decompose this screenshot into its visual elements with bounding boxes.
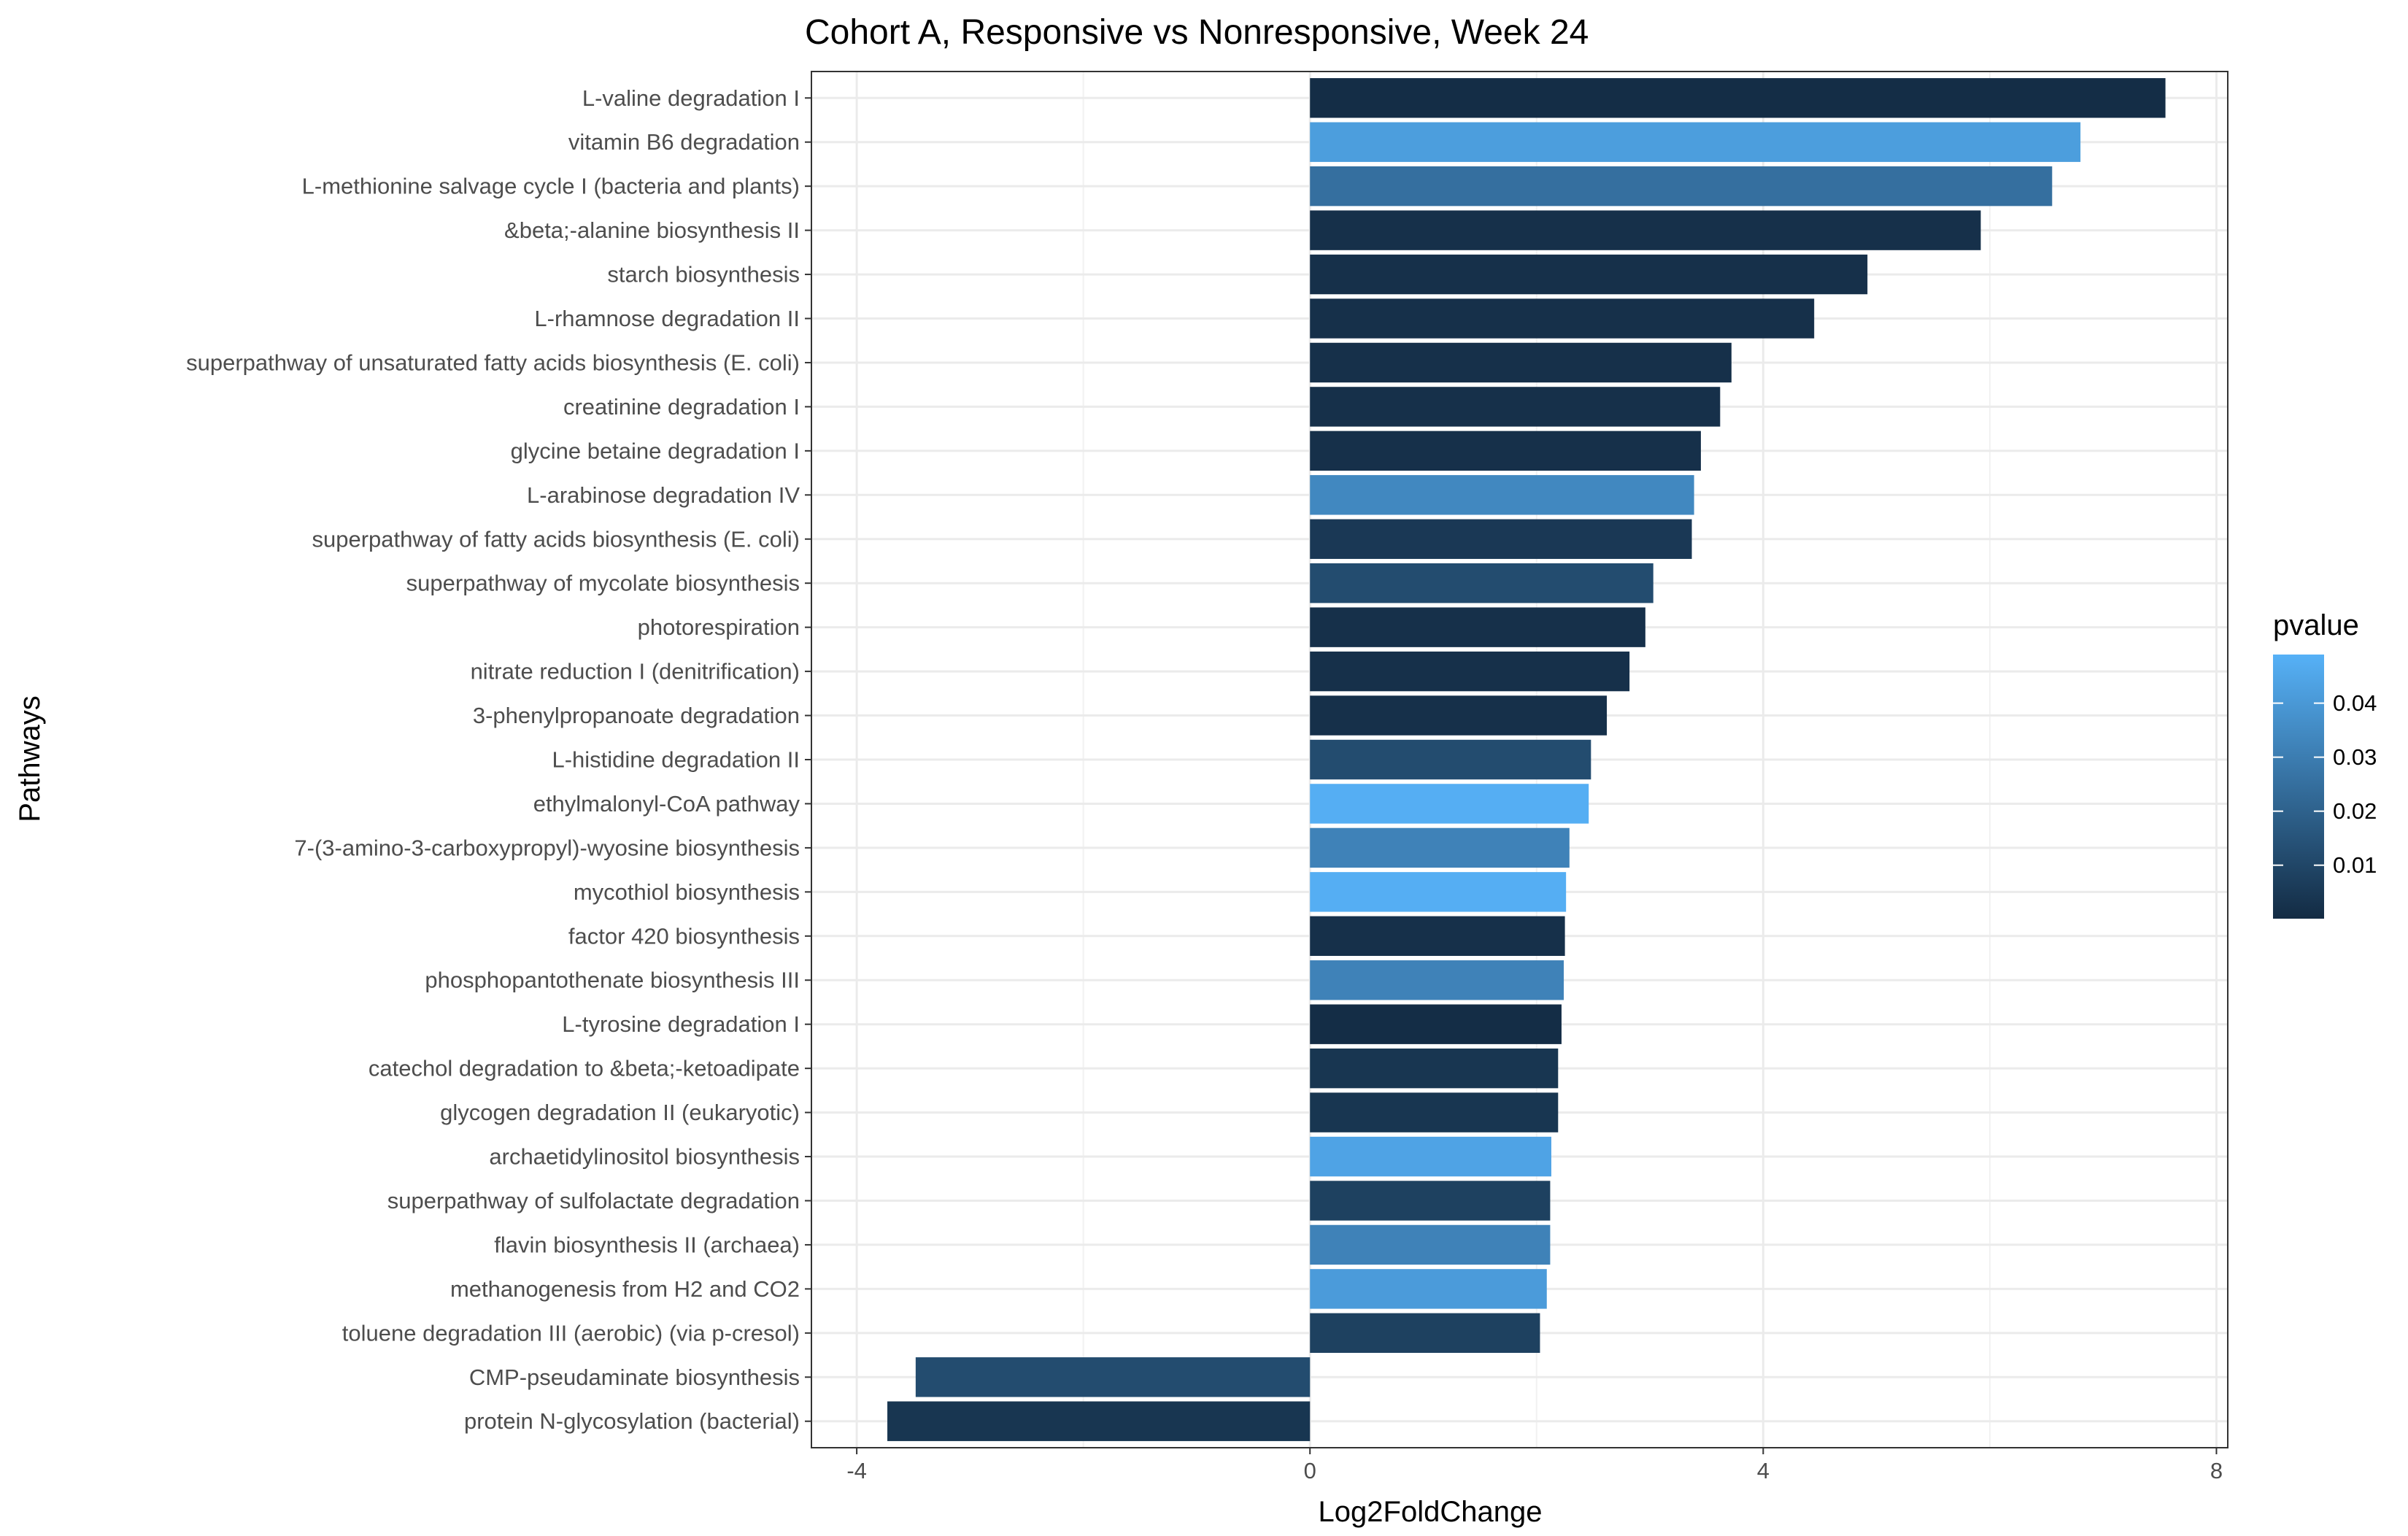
bar [1310, 1048, 1559, 1089]
x-tick-label: 4 [1757, 1458, 1770, 1483]
y-tick-label: flavin biosynthesis II (archaea) [494, 1232, 800, 1257]
legend-tick-label: 0.02 [2333, 798, 2377, 824]
y-axis-title: Pathways [14, 695, 46, 822]
x-axis-ticks: -4 0 4 8 [846, 1448, 2223, 1483]
legend-ticks: 0.01 0.02 0.03 0.04 [2273, 690, 2377, 878]
y-tick-label: catechol degradation to &beta;-ketoadipa… [368, 1056, 800, 1081]
bar [1310, 122, 2081, 162]
x-tick-label: -4 [846, 1458, 867, 1483]
bar [1310, 827, 1570, 868]
y-tick-label: nitrate reduction I (denitrification) [471, 659, 800, 684]
bar [1310, 78, 2166, 118]
y-tick-label: L-methionine salvage cycle I (bacteria a… [302, 174, 800, 199]
y-axis-ticks: L-valine degradation I vitamin B6 degrada… [186, 85, 811, 1434]
y-tick-label: superpathway of sulfolactate degradation [387, 1188, 800, 1213]
bar [1310, 784, 1589, 824]
bar [1310, 1313, 1540, 1354]
y-tick-label: photorespiration [638, 614, 800, 640]
y-tick-label: factor 420 biosynthesis [568, 923, 800, 949]
y-tick-label: superpathway of unsaturated fatty acids … [186, 350, 800, 375]
x-axis-title: Log2FoldChange [1319, 1496, 1543, 1528]
y-tick-label: phosphopantothenate biosynthesis III [425, 968, 800, 993]
y-tick-label: creatinine degradation I [563, 394, 800, 420]
bar [1310, 166, 2053, 207]
y-tick-label: glycine betaine degradation I [511, 438, 800, 463]
y-tick-label: L-tyrosine degradation I [562, 1011, 800, 1037]
bar [1310, 872, 1567, 912]
y-tick-label: mycothiol biosynthesis [574, 879, 800, 905]
legend-title: pvalue [2273, 609, 2359, 641]
bar [1310, 342, 1732, 383]
bar [1310, 739, 1591, 780]
legend-colorbar [2273, 655, 2324, 919]
bar [1310, 1004, 1562, 1044]
bar [1310, 519, 1692, 559]
bar [1310, 210, 1981, 250]
y-tick-label: archaetidylinositol biosynthesis [489, 1144, 800, 1170]
y-tick-label: L-valine degradation I [582, 85, 800, 111]
y-tick-label: glycogen degradation II (eukaryotic) [440, 1100, 800, 1125]
bar [1310, 563, 1653, 603]
bar [1310, 1269, 1547, 1309]
bar [1310, 1136, 1551, 1177]
y-tick-label: 7-(3-amino-3-carboxypropyl)-wyosine bios… [294, 835, 800, 860]
bar [1310, 475, 1694, 515]
y-tick-label: toluene degradation III (aerobic) (via p… [342, 1320, 800, 1346]
bar [1310, 431, 1701, 471]
bar [1310, 651, 1630, 692]
bar [1310, 960, 1564, 1000]
bar [1310, 1092, 1559, 1132]
y-tick-label: ethylmalonyl-CoA pathway [533, 791, 800, 817]
bars [887, 78, 2166, 1441]
y-tick-label: protein N-glycosylation (bacterial) [464, 1408, 800, 1434]
legend-tick-label: 0.01 [2333, 852, 2377, 878]
bar [1310, 916, 1565, 956]
bar [1310, 607, 1645, 647]
x-tick-label: 0 [1304, 1458, 1316, 1483]
x-tick-label: 8 [2210, 1458, 2223, 1483]
bar [1310, 695, 1608, 736]
y-tick-label: CMP-pseudaminate biosynthesis [469, 1365, 800, 1390]
legend-tick-label: 0.04 [2333, 690, 2377, 716]
y-tick-label: methanogenesis from H2 and CO2 [450, 1276, 800, 1302]
y-tick-label: L-rhamnose degradation II [534, 306, 800, 331]
y-tick-label: &beta;-alanine biosynthesis II [504, 217, 800, 243]
y-tick-label: L-arabinose degradation IV [527, 482, 800, 508]
chart-title: Cohort A, Responsive vs Nonresponsive, W… [805, 13, 1589, 52]
bar [887, 1401, 1311, 1441]
legend-tick-label: 0.03 [2333, 744, 2377, 770]
bar [1310, 298, 1815, 339]
y-tick-label: vitamin B6 degradation [568, 129, 800, 155]
legend: pvalue 0.01 0.02 0.03 0.04 [2273, 609, 2377, 919]
y-tick-label: superpathway of fatty acids biosynthesis… [312, 526, 800, 552]
y-tick-label: 3-phenylpropanoate degradation [473, 703, 800, 728]
y-tick-label: superpathway of mycolate biosynthesis [406, 571, 800, 596]
bar [915, 1357, 1311, 1397]
bar [1310, 1181, 1551, 1221]
y-tick-label: L-histidine degradation II [552, 747, 800, 773]
bar [1310, 1224, 1551, 1265]
bar [1310, 254, 1868, 295]
y-tick-label: starch biosynthesis [607, 262, 800, 287]
bar [1310, 387, 1721, 427]
